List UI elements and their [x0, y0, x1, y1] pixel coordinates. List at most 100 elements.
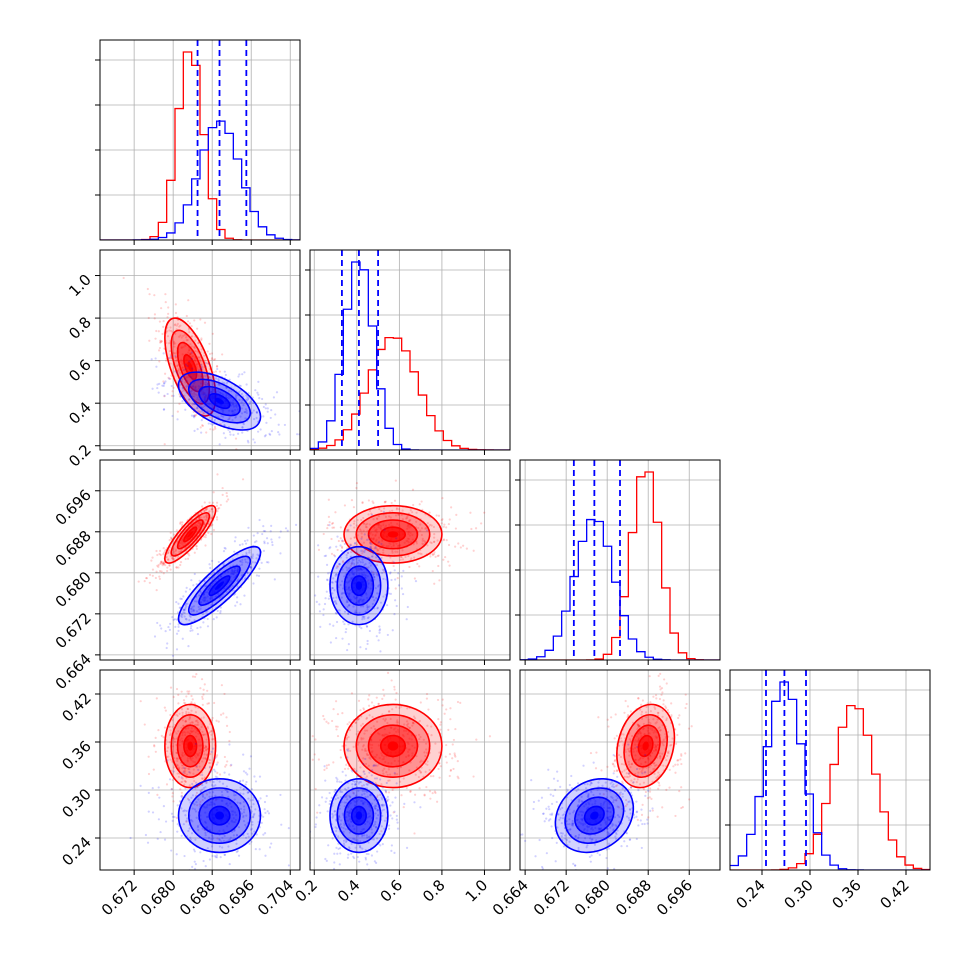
sample-point [190, 701, 193, 704]
sample-point [345, 738, 349, 741]
sample-point [390, 501, 393, 505]
sample-point [456, 759, 459, 763]
sample-point [658, 685, 662, 688]
sample-point [209, 410, 212, 413]
sample-point [348, 545, 351, 549]
sample-point [326, 527, 329, 530]
sample-point [587, 794, 590, 798]
sample-point [324, 800, 327, 803]
sample-point [408, 526, 411, 529]
sample-point [636, 778, 639, 781]
sample-point [345, 763, 348, 766]
sample-point [337, 539, 340, 543]
sample-point [235, 601, 239, 604]
sample-point [366, 790, 369, 794]
sample-point [334, 611, 338, 615]
sample-point [202, 535, 205, 538]
sample-point [649, 722, 652, 725]
sample-point [644, 761, 647, 764]
sample-point [347, 528, 350, 531]
sample-point [183, 343, 187, 346]
density-contour [208, 805, 231, 826]
sample-point [187, 645, 190, 648]
sample-point [388, 773, 392, 776]
sample-point [185, 314, 188, 318]
sample-point [215, 719, 218, 722]
sample-point [431, 552, 434, 556]
sample-point [265, 421, 268, 424]
sample-point [438, 762, 441, 765]
sample-point [436, 554, 439, 558]
sample-point [250, 567, 253, 570]
sample-point [655, 721, 658, 724]
sample-point [252, 582, 255, 585]
sample-point [358, 611, 361, 614]
sample-point [360, 793, 364, 796]
sample-point [586, 829, 589, 832]
sample-point [218, 370, 222, 373]
sample-point [411, 724, 414, 727]
sample-point [193, 572, 196, 576]
sample-point [636, 732, 640, 736]
sample-point [405, 786, 408, 790]
sample-point [342, 830, 345, 833]
sample-point [256, 391, 259, 394]
sample-point [171, 557, 174, 560]
sample-point [225, 724, 229, 728]
sample-point [231, 568, 234, 571]
sample-point [246, 773, 249, 776]
sample-point [681, 805, 684, 809]
sample-point [215, 364, 219, 368]
sample-point [197, 605, 200, 609]
sample-point [225, 393, 229, 396]
sample-point [382, 688, 385, 691]
sample-point [402, 735, 405, 738]
sample-point [182, 334, 185, 337]
density-contour [177, 371, 262, 431]
sample-point [185, 339, 188, 342]
sample-point [208, 765, 212, 768]
sample-point [236, 569, 239, 573]
sample-point [360, 518, 363, 522]
sample-point [323, 554, 326, 558]
density-contour [208, 575, 231, 597]
sample-point [212, 780, 215, 784]
sample-point [373, 798, 376, 801]
sample-point [357, 699, 361, 702]
sample-point [373, 823, 377, 826]
panel-p2-vs-p1 [309, 459, 511, 661]
sample-point [348, 544, 352, 547]
sample-point [366, 575, 369, 578]
sample-point [155, 588, 158, 592]
sample-point [336, 725, 339, 728]
sample-point [364, 858, 367, 861]
sample-point [426, 724, 429, 727]
sample-point [200, 678, 204, 681]
sample-point [180, 597, 183, 601]
sample-point [159, 830, 162, 834]
sample-point [185, 605, 188, 608]
sample-point [418, 768, 421, 772]
sample-point [189, 627, 193, 630]
sample-point [383, 501, 386, 504]
sample-point [627, 743, 630, 746]
sample-point [175, 355, 178, 359]
sample-point [386, 671, 390, 674]
sample-point [204, 518, 207, 521]
sample-point [659, 672, 662, 675]
sample-point [360, 537, 363, 540]
sample-point [211, 784, 214, 787]
sample-point [334, 788, 337, 792]
sample-point [362, 522, 365, 525]
sample-point [198, 526, 201, 529]
sample-point [625, 775, 629, 778]
sample-point [323, 602, 327, 606]
sample-point [253, 417, 256, 421]
sample-point [203, 515, 206, 519]
sample-point [348, 573, 351, 576]
sample-point [202, 787, 205, 790]
sample-point [184, 733, 187, 737]
sample-point [639, 732, 642, 735]
sample-point [162, 561, 166, 564]
sample-point [391, 788, 394, 792]
